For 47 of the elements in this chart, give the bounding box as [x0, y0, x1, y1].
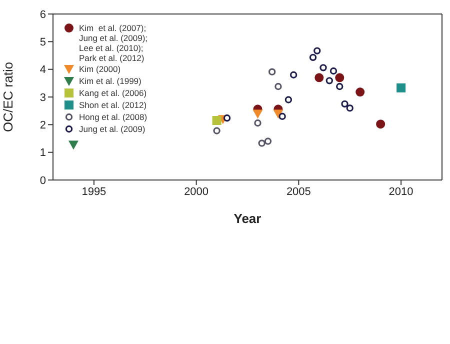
point	[346, 104, 354, 112]
point	[309, 54, 317, 62]
point	[335, 73, 344, 82]
legend-label: Jung et al. (2009)	[79, 123, 146, 134]
y-tick-label: 5	[40, 36, 46, 49]
x-tick-label: 2000	[184, 186, 209, 198]
x-tick-label: 2005	[286, 186, 311, 198]
legend-label: Kim et al. (2007); Jung et al. (2009); Lee et al. (2010); Park et al. (2012)	[79, 22, 148, 63]
y-tick-label: 6	[40, 8, 46, 21]
point	[273, 110, 284, 119]
point	[68, 140, 78, 150]
point	[252, 110, 263, 119]
point	[341, 100, 348, 108]
legend-label: Kim (2000)	[79, 63, 121, 74]
point	[320, 64, 327, 72]
point	[336, 82, 344, 90]
point	[396, 83, 406, 92]
point	[268, 68, 276, 76]
point	[284, 96, 292, 104]
y-tick-label: 0	[40, 174, 46, 187]
y-tick-label: 1	[40, 147, 46, 160]
point	[223, 114, 231, 122]
x-axis-title: Year	[234, 211, 262, 226]
point	[326, 77, 333, 84]
point	[274, 82, 282, 90]
point	[212, 116, 222, 126]
point	[278, 112, 286, 120]
x-tick-label: 2010	[388, 186, 414, 198]
point	[254, 119, 262, 127]
legend-label: Kang et al. (2006)	[79, 87, 147, 98]
y-axis-title: OC/EC ratio	[0, 62, 16, 132]
point	[314, 47, 321, 54]
legend-label: Shon et al. (2012)	[79, 99, 147, 110]
point	[258, 140, 266, 147]
point	[264, 138, 272, 145]
legend-label: Kim et al. (1999)	[79, 75, 142, 86]
point	[330, 67, 338, 75]
y-tick-label: 2	[40, 120, 46, 132]
y-tick-label: 4	[40, 64, 46, 76]
point	[376, 120, 386, 129]
point	[356, 88, 365, 97]
legend-label: Hong et al. (2008)	[79, 111, 148, 122]
x-tick-label: 1995	[82, 186, 106, 198]
point	[290, 71, 298, 78]
point	[314, 73, 324, 82]
point	[213, 127, 220, 134]
y-tick-label: 3	[40, 92, 46, 104]
